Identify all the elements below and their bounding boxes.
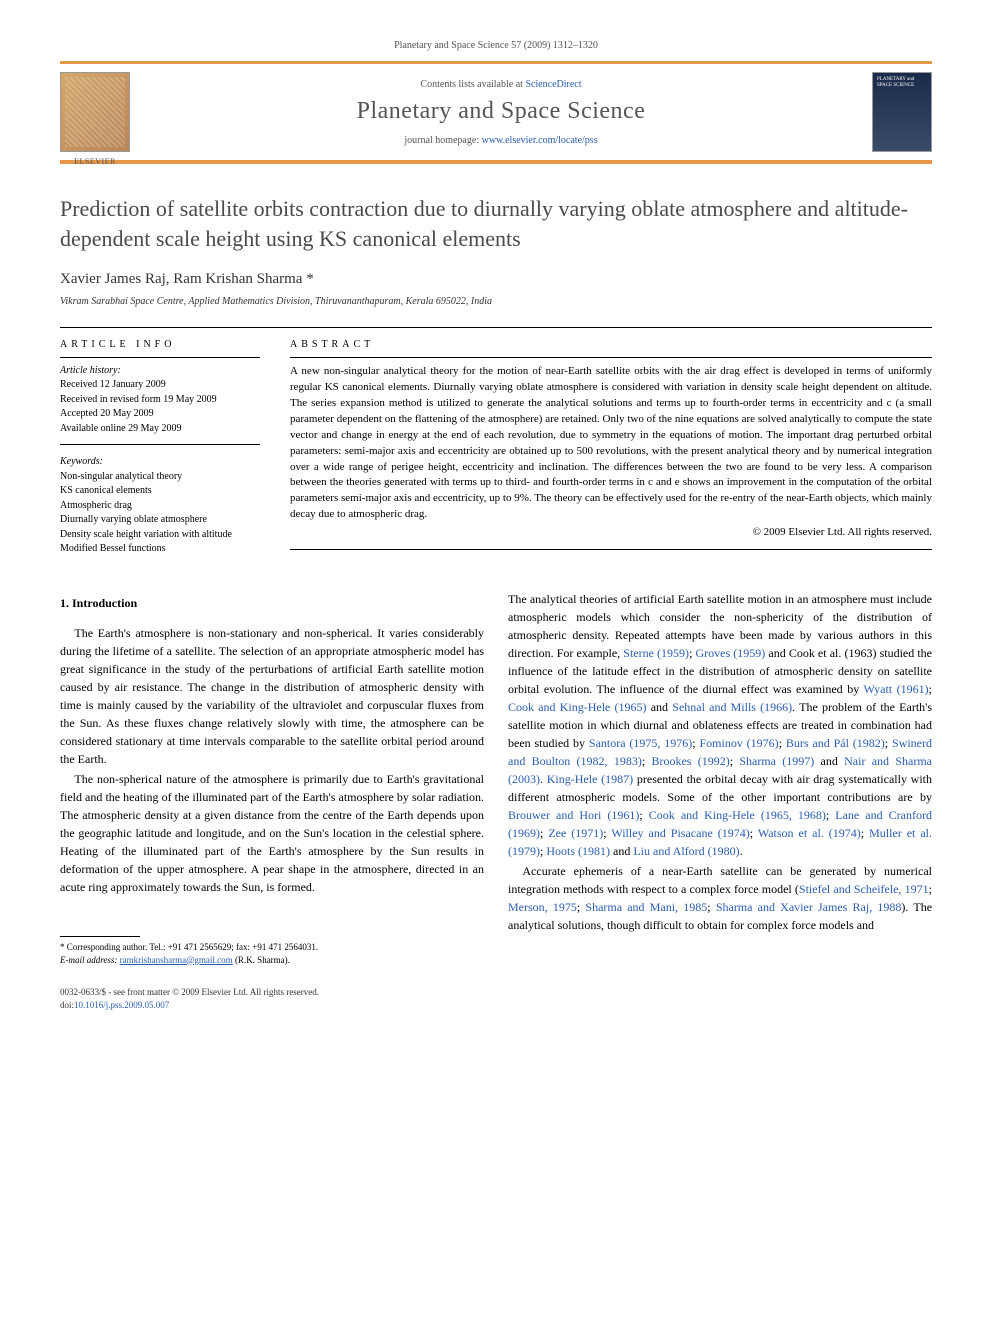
text-run: ; [639, 808, 648, 822]
article-info-heading: ARTICLE INFO [60, 338, 260, 353]
section-heading: 1. Introduction [60, 594, 484, 612]
abstract-copyright: © 2009 Elsevier Ltd. All rights reserved… [290, 525, 932, 541]
citation-link[interactable]: Santora (1975, 1976) [589, 736, 692, 750]
history-online: Available online 29 May 2009 [60, 422, 260, 437]
citation-link[interactable]: Stiefel and Scheifele, 1971 [799, 882, 929, 896]
citation-link[interactable]: King-Hele (1987) [547, 772, 633, 786]
elsevier-logo [60, 72, 130, 152]
email-label: E-mail address: [60, 955, 117, 965]
citation-link[interactable]: Sharma and Xavier James Raj, 1988 [716, 900, 902, 914]
text-run: ; [642, 754, 652, 768]
keyword: KS canonical elements [60, 484, 260, 499]
citation-link[interactable]: Cook and King-Hele (1965, 1968) [649, 808, 826, 822]
citation-link[interactable]: Liu and Alford (1980) [633, 844, 739, 858]
text-run: and [647, 700, 673, 714]
citation-link[interactable]: Groves (1959) [696, 646, 766, 660]
footnote-rule [60, 936, 140, 937]
keyword: Diurnally varying oblate atmosphere [60, 513, 260, 528]
abstract-heading: ABSTRACT [290, 338, 932, 353]
keyword: Modified Bessel functions [60, 542, 260, 557]
citation-link[interactable]: Brookes (1992) [651, 754, 729, 768]
citation-link[interactable]: Cook and King-Hele (1965) [508, 700, 647, 714]
running-head: Planetary and Space Science 57 (2009) 13… [60, 40, 932, 51]
doi-link[interactable]: 10.1016/j.pss.2009.05.007 [74, 1000, 169, 1010]
journal-name: Planetary and Space Science [145, 98, 857, 125]
contents-prefix: Contents lists available at [420, 79, 522, 90]
elsevier-label: ELSEVIER [60, 157, 130, 166]
keyword: Atmospheric drag [60, 499, 260, 514]
body-paragraph: The non-spherical nature of the atmosphe… [60, 770, 484, 896]
text-run: . [740, 844, 743, 858]
citation-link[interactable]: Sehnal and Mills (1966) [672, 700, 792, 714]
divider [290, 357, 932, 358]
text-run: ; [779, 736, 786, 750]
footnotes-block: * Corresponding author. Tel.: +91 471 25… [60, 941, 484, 966]
contents-available-line: Contents lists available at ScienceDirec… [145, 79, 857, 90]
citation-link[interactable]: Sterne (1959) [623, 646, 689, 660]
citation-link[interactable]: Hoots (1981) [546, 844, 610, 858]
body-paragraph: The analytical theories of artificial Ea… [508, 590, 932, 860]
email-link[interactable]: ramkrishansharma@gmail.com [120, 955, 233, 965]
text-run: ; [730, 754, 740, 768]
homepage-prefix: journal homepage: [404, 135, 479, 146]
history-received: Received 12 January 2009 [60, 378, 260, 393]
citation-link[interactable]: Zee (1971) [548, 826, 603, 840]
sciencedirect-link[interactable]: ScienceDirect [525, 79, 581, 90]
citation-link[interactable]: Watson et al. (1974) [758, 826, 861, 840]
history-accepted: Accepted 20 May 2009 [60, 407, 260, 422]
body-paragraph: The Earth's atmosphere is non-stationary… [60, 624, 484, 768]
text-run: ; [885, 736, 892, 750]
keywords-label: Keywords: [60, 455, 260, 470]
text-run: ; [861, 826, 869, 840]
article-info-block: ARTICLE INFO Article history: Received 1… [60, 338, 260, 560]
text-run: ; [707, 900, 716, 914]
page-footer: 0032-0633/$ - see front matter © 2009 El… [60, 986, 932, 1011]
keyword: Non-singular analytical theory [60, 470, 260, 485]
orange-divider [60, 161, 932, 164]
divider [290, 549, 932, 550]
citation-link[interactable]: Sharma (1997) [739, 754, 814, 768]
article-body: 1. Introduction The Earth's atmosphere i… [60, 590, 932, 966]
citation-link[interactable]: Sharma and Mani, 1985 [585, 900, 707, 914]
text-run: ; [826, 808, 835, 822]
divider [60, 357, 260, 358]
doi-prefix: doi: [60, 1000, 74, 1010]
citation-link[interactable]: Burs and Pál (1982) [786, 736, 885, 750]
homepage-line: journal homepage: www.elsevier.com/locat… [145, 135, 857, 146]
citation-link[interactable]: Wyatt (1961) [864, 682, 929, 696]
abstract-block: ABSTRACT A new non-singular analytical t… [290, 338, 932, 560]
homepage-link[interactable]: www.elsevier.com/locate/pss [482, 135, 598, 146]
text-run: ; [929, 682, 932, 696]
body-paragraph: Accurate ephemeris of a near-Earth satel… [508, 862, 932, 934]
divider [60, 444, 260, 445]
citation-link[interactable]: Willey and Pisacane (1974) [611, 826, 749, 840]
cover-label: PLANETARY and SPACE SCIENCE [877, 77, 927, 89]
keyword: Density scale height variation with alti… [60, 528, 260, 543]
citation-link[interactable]: Fominov (1976) [699, 736, 778, 750]
citation-link[interactable]: Merson, 1975 [508, 900, 577, 914]
citation-link[interactable]: Brouwer and Hori (1961) [508, 808, 639, 822]
history-label: Article history: [60, 364, 260, 379]
journal-cover-thumbnail: PLANETARY and SPACE SCIENCE [872, 72, 932, 152]
text-run: and [610, 844, 633, 858]
text-run: and [814, 754, 844, 768]
journal-header-bar: ELSEVIER Contents lists available at Sci… [60, 61, 932, 161]
authors: Xavier James Raj, Ram Krishan Sharma * [60, 271, 932, 288]
corresponding-author: * Corresponding author. Tel.: +91 471 25… [60, 941, 484, 954]
text-run: ; [750, 826, 758, 840]
article-title: Prediction of satellite orbits contracti… [60, 194, 932, 253]
affiliation: Vikram Sarabhai Space Centre, Applied Ma… [60, 296, 932, 307]
text-run: . [540, 772, 547, 786]
email-suffix: (R.K. Sharma). [235, 955, 290, 965]
front-matter-line: 0032-0633/$ - see front matter © 2009 El… [60, 986, 932, 999]
divider [60, 327, 932, 328]
history-revised: Received in revised form 19 May 2009 [60, 393, 260, 408]
text-run: ; [929, 882, 932, 896]
abstract-text: A new non-singular analytical theory for… [290, 364, 932, 523]
